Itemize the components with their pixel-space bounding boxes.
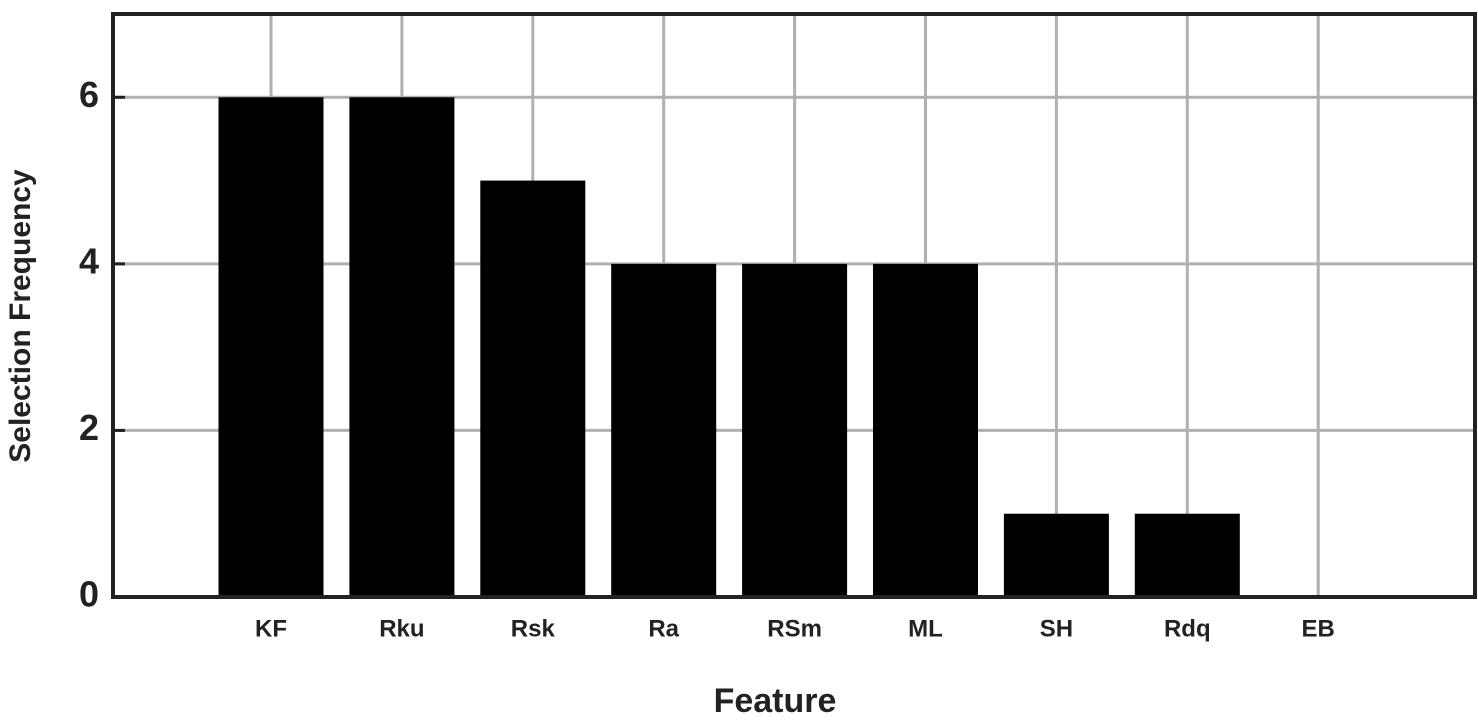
y-tick-label: 0 [79, 574, 99, 615]
x-tick-label: Ra [648, 615, 679, 642]
x-tick-label: RSm [767, 615, 822, 642]
y-tick-label: 4 [79, 240, 99, 281]
x-tick-label: Rdq [1164, 615, 1211, 642]
bar [611, 263, 717, 597]
x-tick-label: ML [908, 615, 943, 642]
bar [742, 263, 848, 597]
bar [873, 263, 978, 597]
x-axis-label: Feature [714, 682, 837, 720]
x-tick-label: Rku [379, 615, 424, 642]
plot-frame [111, 12, 1477, 599]
bar [349, 97, 455, 598]
bar [1134, 513, 1240, 597]
y-tick-label: 6 [79, 74, 99, 115]
x-tick-label: EB [1302, 615, 1335, 642]
bar [1003, 513, 1109, 597]
x-tick-label: SH [1040, 615, 1073, 642]
bar [480, 180, 586, 598]
x-tick-label: KF [255, 615, 287, 642]
y-axis-label: Selection Frequency [4, 169, 37, 463]
bar [218, 97, 324, 598]
y-tick-label: 2 [79, 407, 99, 448]
x-tick-label: Rsk [511, 615, 556, 642]
